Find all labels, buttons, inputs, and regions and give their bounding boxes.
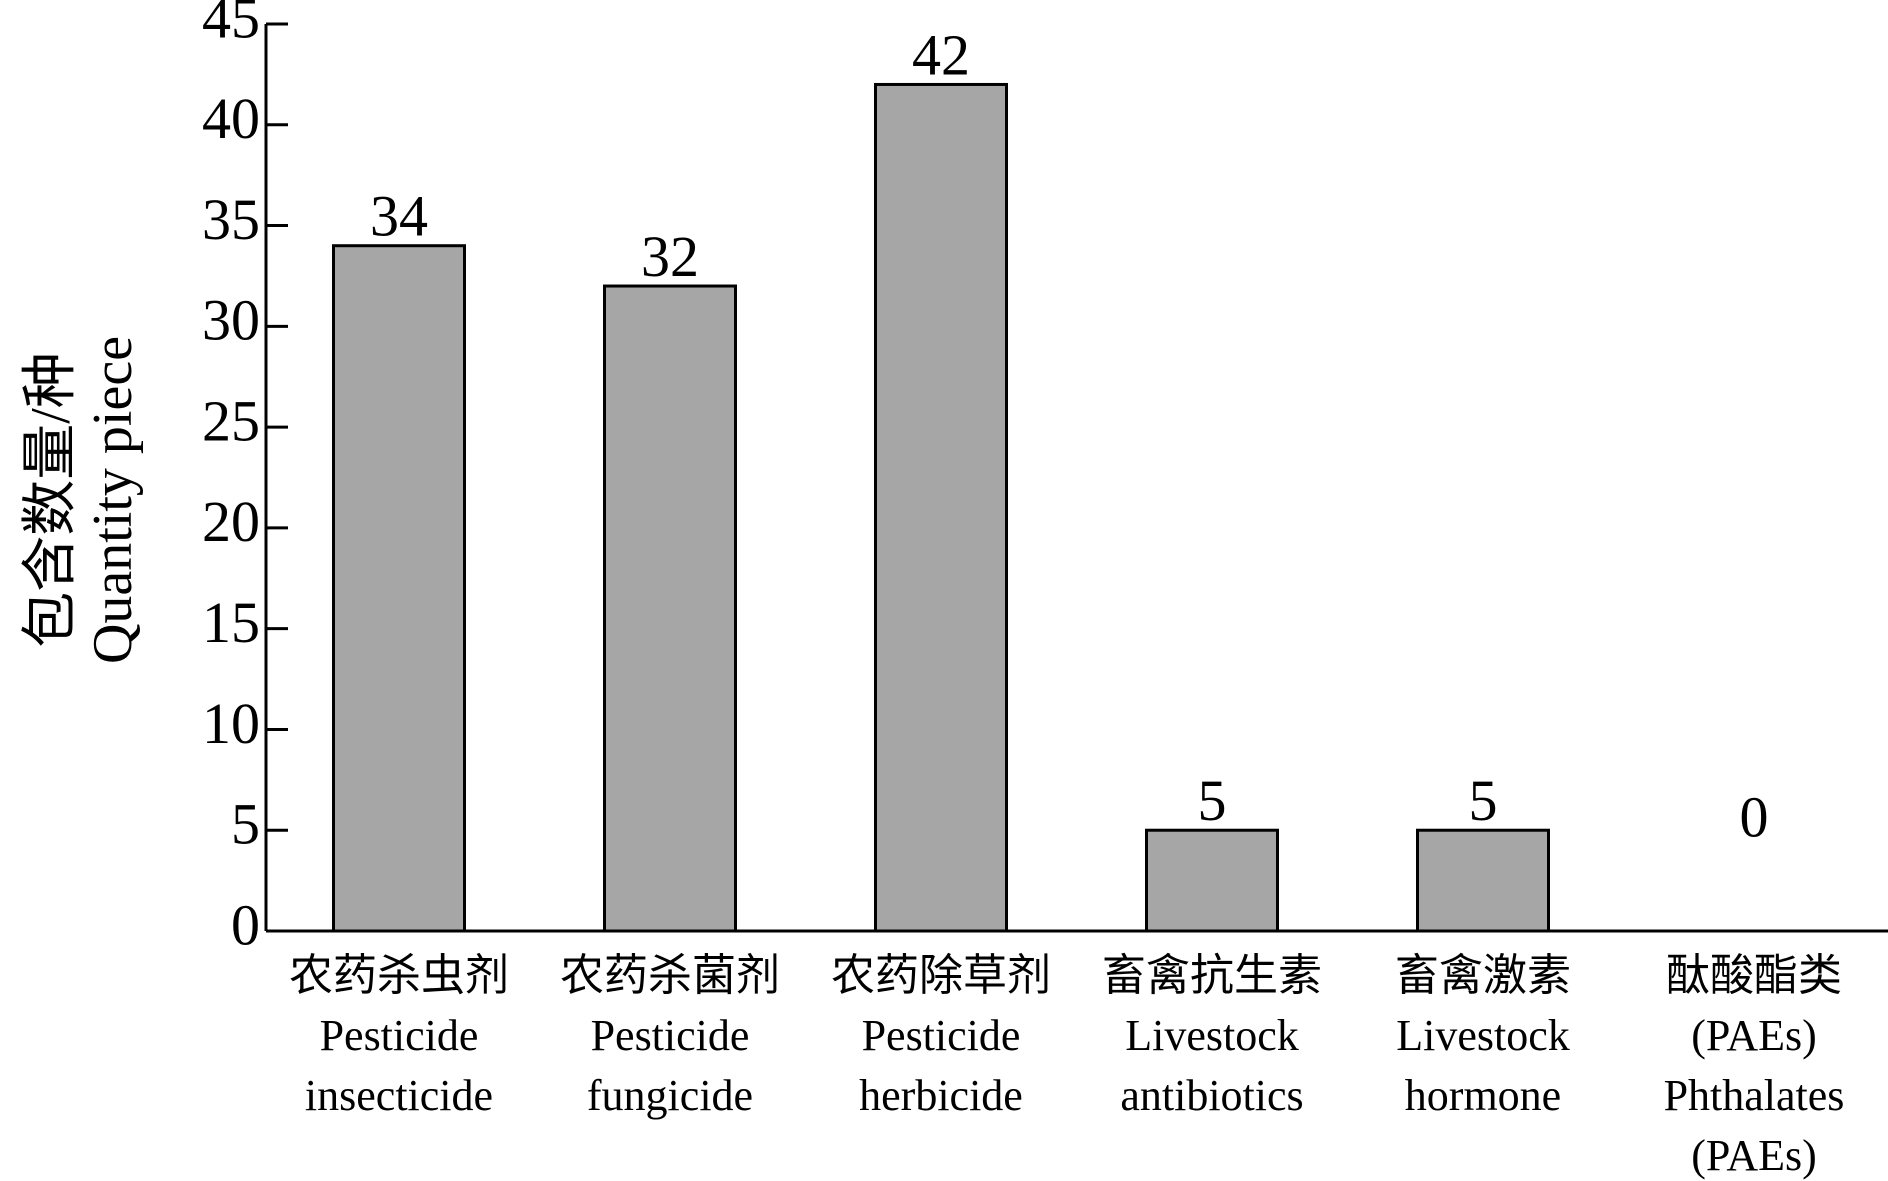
x-category-label-line: Livestock [1396, 1011, 1570, 1060]
x-category-label-line: Pesticide [320, 1011, 479, 1060]
x-axis: 农药杀虫剂 Pesticide insecticide 农药杀菌剂 Pesticide f… [266, 929, 1888, 1180]
x-category-label-line: Phthalates [1664, 1071, 1845, 1120]
x-category-label-line: Pesticide [862, 1011, 1021, 1060]
x-category-label-line: herbicide [859, 1071, 1023, 1120]
y-axis-title: 包含数量/种 Quantity piece [20, 336, 144, 664]
x-category-label-line: fungicide [587, 1071, 753, 1120]
x-category-label-line: (PAEs) [1691, 1011, 1817, 1060]
bar [332, 244, 466, 933]
y-tick-label: 5 [231, 792, 260, 857]
bar [603, 284, 737, 933]
bar-value-label: 34 [370, 184, 428, 249]
bar-value-label: 0 [1740, 784, 1769, 849]
y-tick-label: 30 [202, 288, 260, 353]
x-category-label: 农药杀菌剂 Pesticide fungicide [560, 951, 780, 1120]
x-category-label-line: hormone [1405, 1071, 1561, 1120]
x-category-label: 农药除草剂 Pesticide herbicide [831, 951, 1051, 1120]
bars: 34 32 42 5 5 0 [332, 22, 1769, 933]
y-tick-label: 25 [202, 388, 260, 453]
x-category-label-line: 农药除草剂 [831, 951, 1051, 1000]
bar [1416, 828, 1550, 933]
y-axis-title-line: Quantity piece [82, 336, 144, 664]
x-category-label-line: 畜禽激素 [1395, 951, 1571, 1000]
y-tick-label: 0 [231, 892, 260, 957]
x-category-label-line: 农药杀虫剂 [289, 951, 509, 1000]
bar-value-label: 5 [1198, 768, 1227, 833]
x-category-label-line: Pesticide [591, 1011, 750, 1060]
x-category-label-line: antibiotics [1120, 1071, 1303, 1120]
y-axis: 0 5 10 15 20 25 30 35 40 45 [202, 0, 288, 957]
y-tick-label: 45 [202, 0, 260, 50]
bar-value-label: 42 [912, 22, 970, 87]
y-axis-title-line: 包含数量/种 [20, 352, 82, 648]
x-category-label-line: Livestock [1125, 1011, 1299, 1060]
y-tick-label: 10 [202, 691, 260, 756]
x-category-label: 酞酸酯类 (PAEs) Phthalates (PAEs) [1664, 951, 1845, 1180]
x-category-label-line: 酞酸酯类 [1666, 951, 1842, 1000]
bar-value-label: 5 [1469, 768, 1498, 833]
bar [874, 82, 1008, 933]
bar [1145, 828, 1279, 933]
x-category-label-line: 农药杀菌剂 [560, 951, 780, 1000]
x-category-label: 畜禽抗生素 Livestock antibiotics [1102, 951, 1322, 1120]
x-category-label: 畜禽激素 Livestock hormone [1395, 951, 1571, 1120]
bar-value-label: 32 [641, 224, 699, 289]
y-tick-label: 20 [202, 489, 260, 554]
y-tick-label: 35 [202, 187, 260, 252]
x-category-label-line: (PAEs) [1691, 1131, 1817, 1180]
x-category-label-line: 畜禽抗生素 [1102, 951, 1322, 1000]
y-tick-label: 15 [202, 590, 260, 655]
x-category-label-line: insecticide [305, 1071, 493, 1120]
y-tick-label: 40 [202, 86, 260, 151]
x-category-label: 农药杀虫剂 Pesticide insecticide [289, 951, 509, 1120]
